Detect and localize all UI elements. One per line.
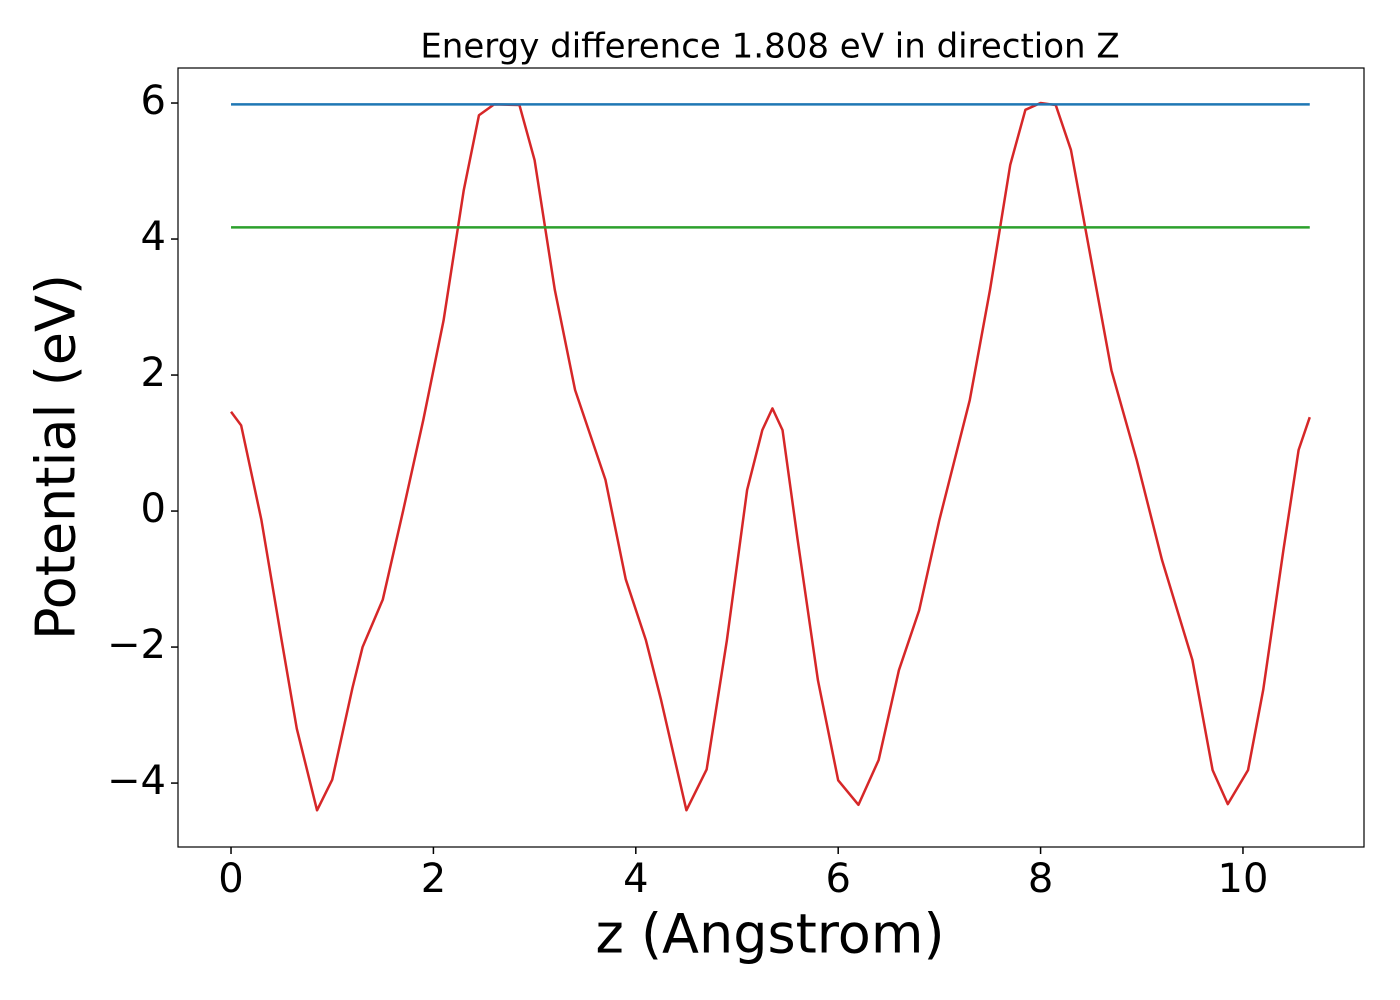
x-tick-label: 2 — [421, 856, 446, 902]
y-tick-label: −2 — [107, 622, 166, 668]
y-tick-label: 0 — [141, 486, 166, 532]
x-tick-label: 10 — [1218, 856, 1269, 902]
x-tick-label: 6 — [825, 856, 850, 902]
x-axis-label: z (Angstrom) — [595, 903, 944, 966]
y-axis-label: Potential (eV) — [25, 274, 88, 640]
line-series — [230, 101, 1311, 812]
y-tick-label: 6 — [141, 78, 166, 124]
x-tick-label: 4 — [623, 856, 648, 902]
x-tick-label: 0 — [218, 856, 243, 902]
y-tick-label: 4 — [141, 214, 166, 260]
plot-frame — [177, 67, 1365, 848]
y-tick-label: 2 — [141, 350, 166, 396]
y-tick-label: −4 — [107, 758, 166, 804]
chart-title: Energy difference 1.808 eV in direction … — [420, 27, 1119, 67]
x-tick-label: 8 — [1028, 856, 1053, 902]
